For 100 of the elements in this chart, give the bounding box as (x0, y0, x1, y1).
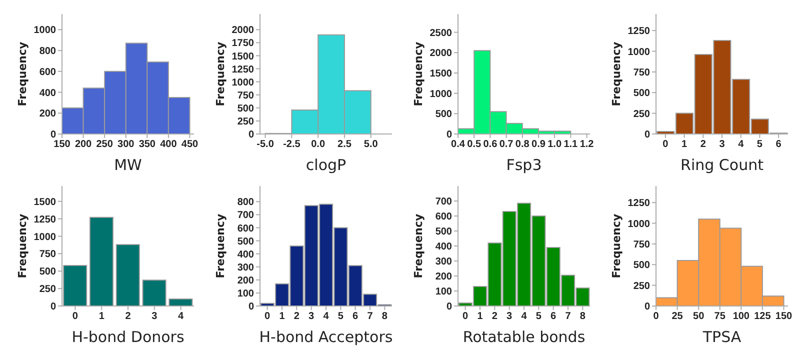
x-tick-label: 1 (682, 139, 688, 150)
y-tick-label: 800 (237, 197, 254, 208)
y-axis-title: Frequency (214, 214, 227, 278)
y-tick-label: 750 (633, 239, 650, 250)
y-tick-label: 750 (237, 90, 254, 102)
y-tick-label: 600 (237, 223, 254, 234)
x-tick-label: 1.0 (548, 139, 562, 150)
x-tick-label: 0 (653, 311, 660, 322)
x-tick-label: 5.0 (364, 139, 378, 150)
x-tick-label: 400 (160, 139, 178, 150)
y-tick-label: 1000 (232, 77, 254, 88)
x-tick-label: 5 (338, 311, 344, 322)
x-tick-label: 100 (732, 311, 750, 322)
y-tick-label: 1500 (430, 68, 452, 80)
y-tick-label: 0 (50, 130, 56, 141)
x-tick-label: 150 (54, 139, 71, 150)
x-tick-label: 2 (492, 311, 498, 322)
x-tick-label: 5 (536, 311, 542, 322)
y-axis-title: Frequency (16, 214, 29, 278)
y-tick-label: 600 (435, 212, 452, 223)
y-tick-label: 500 (39, 266, 56, 278)
x-tick-label: 0.5 (467, 139, 482, 150)
y-tick-label: 200 (435, 272, 452, 283)
y-tick-label: 2500 (430, 28, 452, 39)
x-axis-title: TPSA (702, 328, 742, 346)
x-tick-label: 8 (382, 311, 388, 322)
y-tick-label: 0 (446, 130, 452, 141)
x-tick-label: 0 (462, 311, 469, 322)
y-tick-label: 250 (39, 284, 56, 296)
x-tick-label: 300 (118, 139, 135, 150)
y-axis-title: Frequency (412, 214, 425, 278)
y-tick-label: 2000 (430, 48, 452, 60)
y-tick-label: 500 (435, 226, 452, 238)
y-tick-label: 250 (633, 108, 650, 120)
y-tick-label: 1000 (628, 218, 650, 230)
y-tick-label: 0 (50, 302, 56, 313)
x-tick-label: 5 (756, 139, 763, 150)
x-tick-label: 450 (181, 139, 199, 150)
x-tick-label: 3 (719, 139, 726, 150)
y-tick-label: 1500 (232, 51, 254, 62)
y-tick-label: 1500 (34, 196, 56, 208)
y-tick-label: 1750 (232, 38, 254, 50)
x-tick-label: 6 (776, 139, 782, 150)
x-tick-label: 3 (308, 311, 315, 322)
x-tick-label: 2 (294, 311, 300, 322)
y-tick-label: 1000 (430, 88, 452, 100)
x-tick-label: 4 (738, 139, 744, 150)
y-tick-label: 600 (39, 66, 56, 78)
y-tick-label: 1250 (628, 26, 650, 38)
x-tick-label: 0.7 (499, 139, 514, 150)
y-axis-title: Frequency (610, 214, 623, 278)
x-tick-label: 1 (279, 311, 286, 322)
x-tick-label: 3 (506, 311, 513, 322)
x-tick-label: 1 (98, 311, 105, 322)
x-tick-label: 0.0 (311, 139, 326, 150)
y-tick-label: 2000 (232, 25, 254, 36)
y-tick-label: 750 (39, 249, 56, 260)
x-tick-label: 3 (152, 311, 158, 322)
y-tick-label: 1000 (34, 25, 56, 36)
x-tick-label: 0.6 (483, 139, 498, 150)
y-tick-label: 400 (39, 88, 56, 99)
x-tick-label: 0.8 (515, 139, 530, 150)
y-tick-label: 750 (633, 67, 650, 78)
y-tick-label: 500 (633, 88, 650, 100)
y-tick-label: 500 (237, 236, 254, 248)
y-tick-label: 0 (644, 302, 650, 313)
x-tick-label: 2 (125, 311, 132, 322)
x-tick-label: 6 (550, 311, 557, 322)
x-tick-label: 4 (178, 311, 184, 322)
y-tick-label: 300 (237, 262, 254, 274)
y-tick-label: 500 (435, 109, 452, 120)
x-tick-label: 150 (775, 311, 793, 322)
x-tick-label: 75 (714, 311, 726, 322)
x-tick-label: 2.5 (338, 139, 352, 150)
y-tick-label: 400 (237, 249, 254, 260)
y-axis-title: Frequency (610, 42, 623, 106)
x-tick-label: 8 (580, 311, 586, 322)
y-tick-label: 100 (237, 288, 254, 300)
x-tick-label: -2.5 (283, 139, 301, 150)
y-tick-label: 1250 (628, 198, 650, 210)
y-tick-label: 200 (237, 275, 254, 286)
y-tick-label: 500 (237, 103, 254, 114)
x-axis-title: H-bond Donors (72, 328, 184, 346)
x-tick-label: 4 (521, 311, 528, 322)
x-tick-label: 0 (264, 311, 271, 322)
x-tick-label: 1.2 (580, 139, 594, 150)
x-tick-label: 7 (367, 311, 374, 322)
x-axis-title: Fsp3 (506, 156, 542, 174)
x-tick-label: 0 (72, 311, 78, 322)
y-tick-label: 0 (248, 302, 254, 313)
y-tick-label: 1000 (628, 46, 650, 58)
x-tick-label: 50 (693, 311, 705, 322)
x-axis-title: MW (114, 156, 142, 174)
x-axis-title: clogP (306, 156, 346, 174)
y-tick-label: 1000 (34, 232, 56, 243)
y-tick-label: 0 (446, 302, 452, 313)
y-tick-label: 400 (435, 242, 452, 253)
y-tick-label: 250 (633, 280, 650, 292)
y-tick-label: 0 (644, 130, 650, 141)
x-tick-label: 250 (96, 139, 114, 150)
